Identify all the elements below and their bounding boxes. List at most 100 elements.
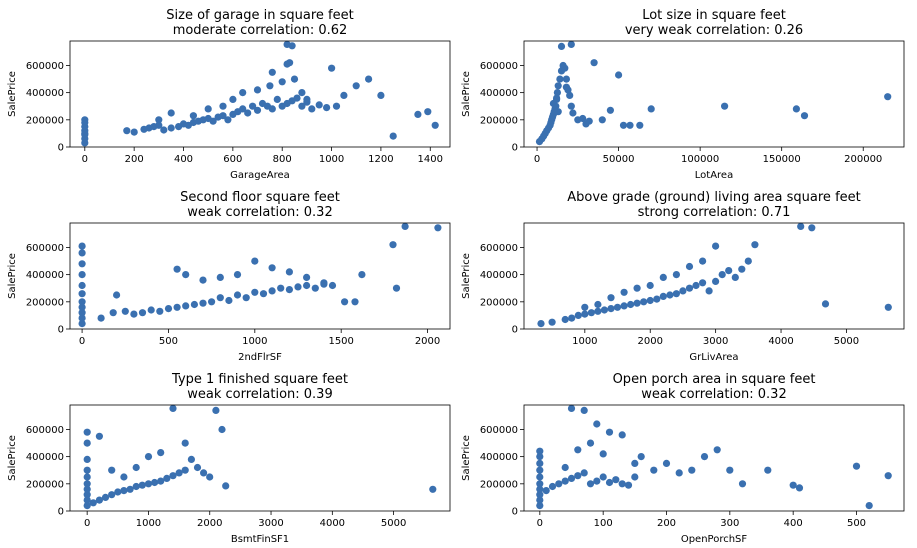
scatter-point: [209, 117, 217, 125]
y-tick-label: 200000: [480, 115, 518, 126]
scatter-point: [566, 91, 574, 99]
y-tick-label: 600000: [26, 61, 64, 72]
chart-title: Type 1 finished square feet: [171, 372, 348, 387]
scatter-point: [83, 502, 91, 510]
scatter-point: [268, 68, 276, 76]
scatter-point: [646, 281, 654, 290]
scatter-point: [626, 121, 634, 129]
y-tick-label: 400000: [480, 88, 518, 99]
y-tick-label: 400000: [26, 452, 64, 463]
y-tick-label: 0: [512, 143, 518, 154]
scatter-point: [182, 271, 190, 279]
scatter-point: [81, 129, 89, 137]
scatter-point: [233, 271, 242, 279]
y-tick-label: 400000: [26, 88, 64, 99]
scatter-point: [200, 469, 208, 477]
scatter-point: [599, 473, 607, 481]
scatter-point: [83, 473, 91, 481]
chart-title: Size of garage in square feet: [166, 8, 353, 23]
scatter-point: [627, 300, 635, 309]
scatter-point: [429, 485, 437, 493]
x-tick-label: 3000: [703, 336, 728, 347]
y-tick-label: 400000: [480, 452, 518, 463]
scatter-point: [160, 126, 168, 134]
scatter-points: [81, 40, 439, 147]
y-axis-label: SalePrice: [461, 71, 472, 117]
scatter-point: [78, 281, 86, 290]
scatter-point: [659, 292, 667, 300]
y-tick-label: 0: [58, 507, 64, 518]
scatter-point: [705, 287, 713, 295]
scatter-point: [81, 116, 89, 124]
scatter-point: [607, 305, 615, 313]
scatter-point: [132, 482, 140, 491]
scatter-point: [568, 314, 576, 322]
scatter-point: [199, 299, 207, 307]
scatter-point: [647, 105, 655, 113]
x-tick-label: 150000: [763, 154, 801, 165]
scatter-point: [95, 432, 103, 440]
scatter-point: [536, 491, 544, 499]
x-tick-label: 0: [537, 518, 543, 529]
scatter-point: [751, 241, 759, 249]
scatter-point: [268, 105, 276, 113]
scatter-point: [266, 82, 274, 90]
scatter-point: [83, 491, 91, 499]
scatter-point: [712, 277, 720, 285]
scatter-point: [315, 101, 323, 109]
scatter-point: [699, 257, 707, 265]
scatter-point: [83, 485, 91, 493]
scatter-point: [120, 487, 128, 495]
scatter-point: [229, 95, 237, 103]
scatter-point: [424, 108, 432, 116]
scatter-point: [593, 477, 601, 485]
subplot-5: 0 1000 2000 3000 4000 5000 0 200000 400000 600000…: [7, 372, 451, 545]
scatter-point: [731, 273, 739, 281]
scatter-point: [83, 496, 91, 504]
scatter-point: [190, 300, 198, 309]
scatter-point: [244, 109, 252, 117]
scatter-point: [273, 95, 281, 103]
scatter-point: [554, 82, 562, 90]
scatter-point: [233, 291, 242, 299]
scatter-point: [218, 425, 226, 434]
scatter-point: [561, 463, 569, 472]
scatter-point: [713, 446, 721, 454]
scatter-point: [536, 485, 544, 493]
scatter-point: [164, 305, 173, 313]
x-tick-label: 600: [223, 154, 242, 165]
scatter-point: [662, 459, 671, 467]
scatter-point: [738, 480, 747, 488]
scatter-point: [328, 281, 337, 290]
scatter-point: [542, 487, 550, 495]
scatter-point: [646, 296, 654, 305]
scatter-point: [199, 276, 207, 284]
scatter-point: [83, 480, 91, 488]
scatter-point: [163, 474, 171, 482]
scatter-point: [311, 284, 319, 292]
scatter-point: [340, 91, 348, 99]
scatter-point: [795, 484, 804, 492]
scatter-points: [535, 40, 892, 146]
scatter-point: [821, 300, 830, 308]
y-tick-label: 200000: [26, 479, 64, 490]
scatter-point: [797, 222, 805, 230]
scatter-point: [549, 99, 558, 108]
scatter-point: [268, 287, 276, 295]
scatter-point: [123, 127, 131, 135]
x-tick-label: 1000: [242, 336, 267, 347]
scatter-point: [293, 94, 301, 102]
scatter-point: [744, 257, 752, 265]
y-tick-label: 0: [512, 325, 518, 336]
scatter-point: [83, 439, 91, 447]
scatter-point: [175, 469, 183, 477]
scatter-point: [620, 302, 628, 310]
scatter-point: [303, 95, 311, 103]
scatter-point: [278, 78, 286, 86]
scatter-point: [83, 455, 91, 463]
scatter-point: [738, 265, 746, 273]
x-tick-label: 400: [174, 154, 193, 165]
scatter-point: [562, 83, 571, 91]
chart-subtitle: weak correlation: 0.39: [187, 387, 332, 402]
chart-subtitle: moderate correlation: 0.62: [173, 23, 348, 38]
